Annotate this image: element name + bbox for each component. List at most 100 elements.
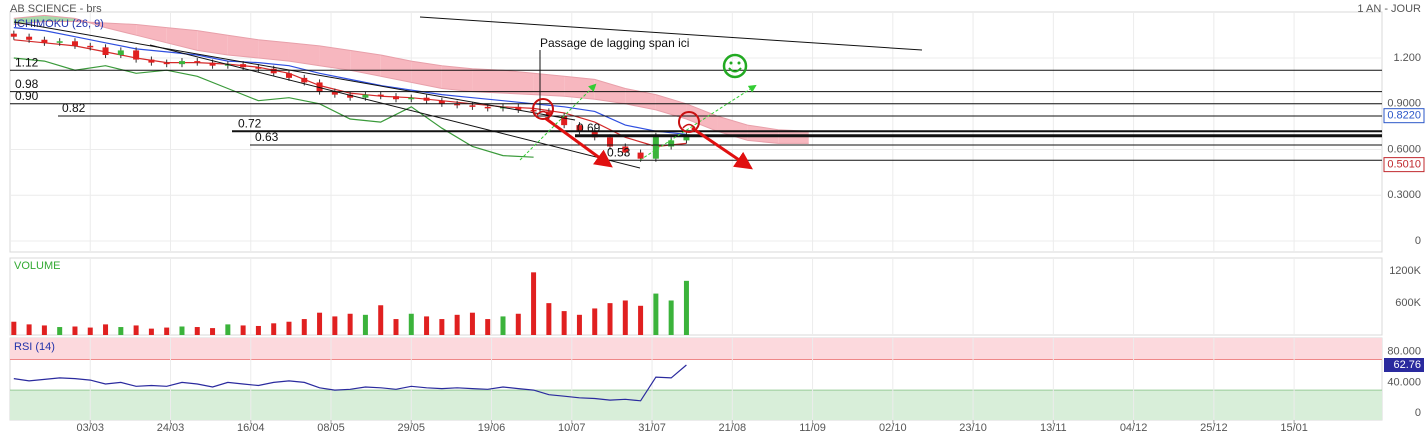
y-tick-label: 80.000: [1387, 346, 1421, 358]
cloud-segment: [503, 70, 534, 95]
candle-body: [607, 137, 614, 147]
volume-bar: [500, 316, 506, 335]
volume-bar: [469, 312, 475, 335]
candle-body: [285, 73, 292, 78]
x-tick-label: 13/11: [1040, 422, 1067, 434]
x-tick-label: 15/01: [1280, 422, 1308, 434]
level-label: 0.98: [15, 77, 39, 91]
candle-body: [438, 100, 445, 104]
volume-bar: [225, 324, 231, 335]
cloud-segment: [441, 65, 473, 92]
cloud-segment: [380, 54, 412, 83]
level-label: 0.72: [238, 116, 262, 130]
candle-body: [392, 96, 399, 100]
x-tick-label: 19/06: [478, 422, 506, 434]
last-value-box: [1383, 157, 1425, 173]
volume-bar: [148, 328, 154, 335]
cloud-segment: [686, 103, 718, 132]
y-tick-label: 0.3000: [1387, 189, 1421, 201]
x-tick-label: 03/03: [76, 422, 104, 434]
smiley: [722, 53, 748, 79]
volume-bar: [255, 325, 261, 335]
candle-body: [576, 125, 583, 132]
candle-body: [347, 94, 354, 98]
volume-bar: [26, 324, 32, 335]
volume-bar: [271, 323, 277, 335]
volume-bar: [210, 328, 216, 335]
panel-frame: [9, 257, 1383, 336]
candle-body: [469, 105, 476, 107]
indicator-line: [13, 27, 687, 135]
trendline: [419, 16, 923, 51]
chart-title: AB SCIENCE - brs: [10, 3, 102, 15]
trendline: [149, 44, 641, 169]
volume-bar: [133, 325, 139, 335]
x-tick-label: 02/10: [879, 422, 907, 434]
level-label: 1.12: [15, 55, 39, 69]
volume-bar: [317, 312, 323, 335]
volume-bar: [240, 325, 246, 335]
background-layer: [9, 11, 1383, 421]
candle-body: [515, 106, 522, 110]
cloud-segment: [288, 42, 320, 66]
candle-body: [240, 64, 247, 68]
candle-body: [26, 36, 33, 40]
x-tick-label: 31/07: [638, 422, 666, 434]
candle-body: [545, 111, 552, 116]
candle-body: [301, 77, 308, 83]
volume-bar: [301, 319, 307, 335]
candle-body: [71, 41, 78, 46]
panel-title: ICHIMOKU (26, 9): [14, 18, 104, 30]
x-tick-label: 10/07: [558, 422, 586, 434]
smiley-mouth: [728, 67, 742, 73]
y-tick-label: 600K: [1395, 297, 1421, 309]
candle-body: [87, 45, 94, 48]
volume-bar: [179, 326, 185, 335]
candle-body: [209, 62, 216, 66]
volume-bar: [638, 305, 644, 335]
oversold-zone: [10, 390, 1382, 420]
smiley-eye: [737, 61, 741, 65]
candle-body: [163, 62, 170, 65]
candle-body: [591, 131, 598, 138]
volume-bar: [11, 321, 17, 335]
volume-bar: [439, 319, 445, 335]
candle-body: [10, 33, 17, 37]
panel-title: RSI (14): [14, 341, 55, 353]
rsi-line: [13, 364, 687, 402]
volume-bar: [622, 300, 628, 335]
candle-body: [148, 59, 155, 63]
x-tick-label: 16/04: [237, 422, 265, 434]
cloud-segment: [166, 27, 198, 51]
x-tick-label: 08/05: [317, 422, 345, 434]
cloud-segment: [533, 73, 565, 97]
red-arrow: [691, 126, 753, 170]
candle-body: [652, 135, 659, 159]
candle-body: [622, 146, 629, 153]
marks-layer: [10, 14, 1382, 402]
last-value-box: [1383, 108, 1425, 124]
volume-bar: [72, 326, 78, 335]
last-value-label: 62.76: [1393, 359, 1421, 371]
candle-body: [408, 97, 415, 100]
volume-bar: [546, 303, 552, 335]
last-value-label: 0.8220: [1387, 110, 1421, 122]
volume-bar: [576, 314, 582, 335]
volume-bar: [393, 319, 399, 335]
x-tick-label: 11/09: [799, 422, 826, 434]
volume-bar: [286, 321, 292, 335]
candle-body: [133, 50, 140, 60]
candle-body: [454, 103, 461, 106]
volume-bar: [408, 313, 414, 335]
volume-bar: [653, 293, 659, 335]
y-tick-label: 40.000: [1387, 376, 1421, 388]
x-tick-label: 04/12: [1120, 422, 1148, 434]
candle-body: [316, 82, 323, 92]
volume-bar: [485, 319, 491, 335]
sad-face-mouth: [682, 123, 696, 129]
volume-bar: [87, 327, 93, 335]
y-tick-label: 0: [1415, 407, 1421, 419]
volume-bar: [668, 300, 674, 335]
cloud-segment: [227, 35, 259, 59]
